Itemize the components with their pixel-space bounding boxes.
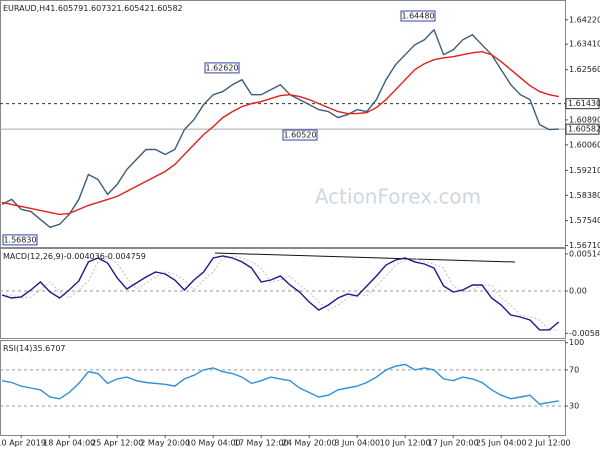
panel-frame bbox=[0, 248, 566, 339]
y-tick-label: 1.60890 bbox=[569, 115, 600, 124]
y-tick-label: 0.00 bbox=[569, 286, 587, 295]
panel-title: EURAUD,H41.605791.607321.605421.60582 bbox=[3, 4, 183, 13]
ohlc-value: 1.60579 bbox=[50, 4, 83, 13]
price-level-label: 1.61430 bbox=[568, 99, 600, 108]
x-tick-label: 10 Jun 12:00 bbox=[380, 439, 431, 448]
y-tick-label: 0.005149 bbox=[569, 249, 600, 258]
x-tick-label: 24 May 20:00 bbox=[282, 439, 337, 448]
annotation-box bbox=[400, 10, 436, 22]
series-line bbox=[1, 28, 559, 229]
y-tick-label: 100 bbox=[569, 338, 584, 347]
x-tick-label: 2 May 20:00 bbox=[140, 439, 190, 448]
y-tick-label: 1.59210 bbox=[569, 166, 600, 175]
price-level-label: 1.60582 bbox=[568, 125, 600, 134]
ohlc-value: 1.60542 bbox=[116, 4, 149, 13]
panel-name: EURAUD,H4 bbox=[3, 4, 50, 13]
y-tick-label: 1.63410 bbox=[569, 40, 600, 49]
panel-name: RSI(14) bbox=[3, 344, 32, 353]
y-tick-label: -0.005887 bbox=[569, 329, 600, 338]
y-tick-label: 1.60060 bbox=[569, 140, 600, 149]
price-level-box bbox=[565, 123, 600, 135]
y-tick-label: 1.58380 bbox=[569, 191, 600, 200]
annotation-label: 1.64480 bbox=[401, 12, 434, 21]
x-tick-label: 10 Apr 2019 bbox=[0, 439, 46, 448]
indicator-reading: 35.6707 bbox=[32, 344, 65, 353]
panel-frame bbox=[0, 340, 566, 436]
trend-line bbox=[214, 252, 516, 263]
y-tick-label: 1.56710 bbox=[569, 241, 600, 250]
x-tick-label: 2 Jul 12:00 bbox=[528, 439, 571, 448]
annotation-label: 1.60520 bbox=[283, 131, 316, 140]
y-tick-label: 1.64220 bbox=[569, 15, 600, 24]
x-tick-label: 17 May 12:00 bbox=[234, 439, 289, 448]
ohlc-value: 1.60732 bbox=[83, 4, 116, 13]
x-tick-label: 3 Jun 04:00 bbox=[334, 439, 380, 448]
annotation-box bbox=[282, 129, 318, 141]
price-level-box bbox=[565, 98, 600, 110]
panel-title: MACD(12,26,9)-0.004036-0.004759 bbox=[3, 252, 146, 261]
panel-name: MACD(12,26,9) bbox=[3, 252, 64, 261]
panel-title: RSI(14)35.6707 bbox=[3, 344, 66, 353]
x-tick-label: 18 Apr 04:00 bbox=[43, 439, 95, 448]
x-tick-label: 10 May 04:00 bbox=[186, 439, 241, 448]
ohlc-value: 1.60582 bbox=[150, 4, 183, 13]
x-tick-label: 25 Apr 12:00 bbox=[91, 439, 143, 448]
y-tick-label: 30 bbox=[569, 402, 579, 411]
annotation-label: 1.56830 bbox=[3, 235, 36, 244]
x-tick-label: 17 Jun 20:00 bbox=[428, 439, 479, 448]
y-tick-label: 70 bbox=[569, 365, 579, 374]
indicator-reading: -0.004036 bbox=[64, 252, 105, 261]
annotation-box bbox=[2, 234, 38, 246]
series-line bbox=[2, 255, 559, 331]
series-line bbox=[1, 50, 559, 216]
series-line bbox=[1, 255, 560, 331]
y-tick-label: 1.57540 bbox=[569, 216, 600, 225]
watermark: ActionForex.com bbox=[315, 185, 481, 209]
y-tick-label: 1.62560 bbox=[569, 65, 600, 74]
indicator-reading: -0.004759 bbox=[105, 252, 146, 261]
x-tick-label: 25 Jun 04:00 bbox=[476, 439, 527, 448]
annotation-label: 1.62620 bbox=[205, 63, 238, 72]
annotation-box bbox=[204, 62, 240, 74]
series-line bbox=[1, 363, 559, 405]
